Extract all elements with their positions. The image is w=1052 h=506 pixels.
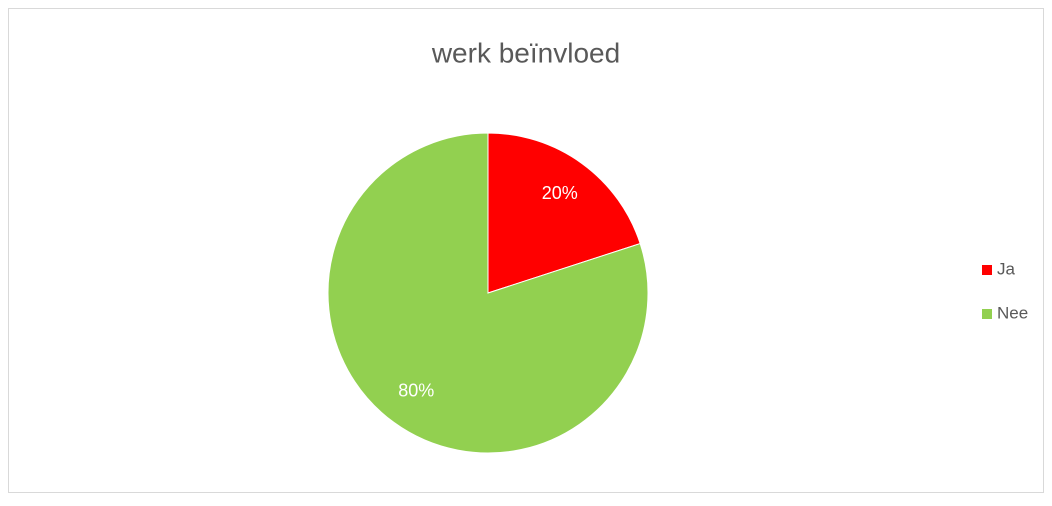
pie-slice bbox=[487, 132, 641, 294]
legend-label: Nee bbox=[997, 303, 1028, 322]
legend-label: Ja bbox=[997, 259, 1016, 278]
data-label: 80% bbox=[398, 380, 434, 400]
data-label: 20% bbox=[542, 183, 578, 203]
pie-slice bbox=[327, 132, 649, 454]
chart-title: werk beïnvloed bbox=[431, 37, 620, 68]
legend-swatch bbox=[982, 309, 992, 319]
legend-swatch bbox=[982, 265, 992, 275]
